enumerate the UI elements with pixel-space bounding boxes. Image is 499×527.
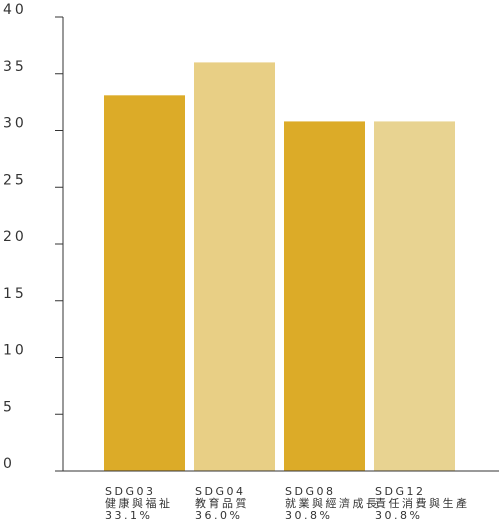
bar-sdg08 — [284, 121, 365, 472]
y-tick-label: 5 — [3, 399, 15, 415]
category-code-label: SDG04 — [195, 485, 245, 498]
category-value-label: 36.0% — [195, 509, 242, 522]
bar-sdg04 — [194, 62, 275, 472]
category-name-label: 就業與經濟成長 — [285, 496, 380, 510]
y-tick-label: 40 — [3, 2, 27, 18]
y-tick-label: 30 — [3, 116, 27, 132]
bar-sdg12 — [374, 121, 455, 472]
y-tick-label: 35 — [3, 59, 27, 75]
category-name-label: 責任消費與生產 — [375, 496, 470, 510]
category-name-label: 健康與福祉 — [105, 496, 173, 510]
y-tick-label: 25 — [3, 172, 27, 188]
category-value-label: 30.8% — [285, 509, 332, 522]
bar-sdg03 — [104, 95, 185, 471]
category-code-label: SDG03 — [105, 485, 155, 498]
y-tick-label: 20 — [3, 229, 27, 245]
category-code-label: SDG08 — [285, 485, 335, 498]
y-tick-label: 0 — [3, 456, 15, 472]
category-name-label: 教育品質 — [195, 496, 249, 510]
category-value-label: 30.8% — [375, 509, 422, 522]
category-value-label: 33.1% — [105, 509, 152, 522]
y-axis: 0 5 10 15 20 25 30 35 40 — [3, 2, 63, 472]
y-tick-label: 10 — [3, 343, 27, 359]
bars — [104, 62, 455, 472]
y-tick-label: 15 — [3, 286, 27, 302]
category-code-label: SDG12 — [375, 485, 425, 498]
